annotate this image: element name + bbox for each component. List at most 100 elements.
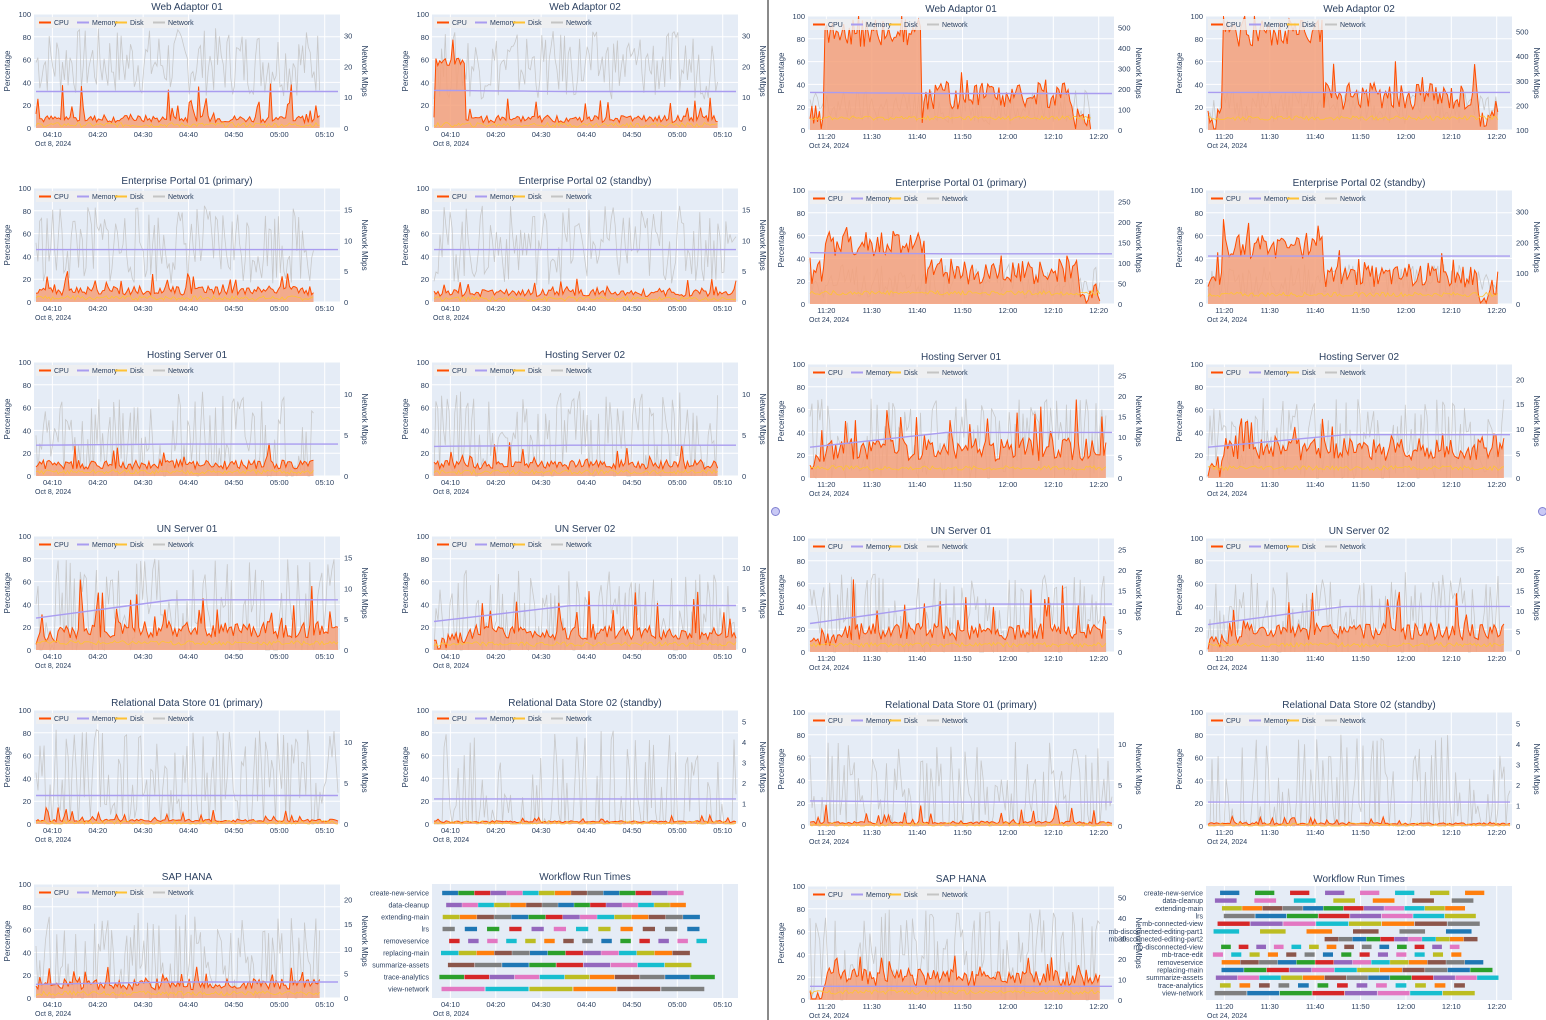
right-tick-label: 15 bbox=[742, 206, 750, 215]
workflow-run-bar bbox=[1244, 967, 1267, 973]
right-tick-label: 200 bbox=[1118, 218, 1131, 227]
y-tick-label: 40 bbox=[1195, 602, 1203, 611]
workflow-run-bar bbox=[1360, 890, 1380, 896]
workflow-run-bar bbox=[1412, 898, 1434, 903]
cpu-area bbox=[810, 804, 1112, 826]
workflow-run-bar bbox=[478, 902, 494, 908]
x-tick-label: 04:40 bbox=[179, 304, 198, 313]
y2-axis-label: Network Mbps bbox=[360, 915, 369, 966]
disk-series bbox=[35, 640, 339, 646]
disk-series bbox=[433, 641, 737, 647]
y-tick-label: 100 bbox=[18, 706, 31, 715]
legend-label: Network bbox=[566, 20, 592, 27]
chart-title: Hosting Server 02 bbox=[1319, 352, 1399, 363]
workflow-run-bar bbox=[539, 974, 565, 980]
x-tick-label: 04:30 bbox=[134, 478, 153, 487]
right-tick-label: 5 bbox=[1516, 719, 1520, 728]
workflow-run-bar bbox=[529, 962, 556, 968]
date-label: Oct 24, 2024 bbox=[1207, 317, 1247, 324]
date-label: Oct 8, 2024 bbox=[433, 663, 469, 670]
y-tick-label: 20 bbox=[421, 797, 429, 806]
workflow-run-bar bbox=[601, 950, 619, 956]
workflow-run-bar bbox=[635, 890, 652, 896]
workflow-run-bar bbox=[1348, 921, 1382, 926]
right-tick-label: 20 bbox=[1118, 955, 1126, 964]
y-tick-label: 20 bbox=[797, 799, 805, 808]
legend-label: Memory bbox=[490, 20, 516, 27]
workflow-run-bar bbox=[1408, 936, 1422, 942]
workflow-run-bar bbox=[502, 962, 529, 968]
x-tick-label: 11:50 bbox=[1351, 480, 1369, 489]
workflow-run-bar bbox=[1394, 936, 1408, 942]
chart-legend: CPU Memory Disk Network bbox=[36, 17, 194, 28]
right-tick-label: 500 bbox=[1118, 23, 1131, 32]
workflow-run-bar bbox=[1359, 952, 1370, 957]
x-tick-label: 12:10 bbox=[1442, 828, 1461, 837]
x-tick-label: 12:00 bbox=[1397, 480, 1416, 489]
network-series bbox=[35, 729, 339, 825]
y-tick-label: 100 bbox=[792, 12, 805, 21]
workflow-row-label: summarize-assets bbox=[372, 963, 429, 970]
y-tick-label: 60 bbox=[421, 752, 429, 761]
legend-label: Disk bbox=[904, 370, 918, 377]
x-tick-label: 12:00 bbox=[1397, 132, 1416, 141]
right-tick-label: 30 bbox=[1118, 934, 1126, 943]
legend-label: Memory bbox=[866, 196, 892, 203]
y-tick-label: 20 bbox=[797, 625, 805, 634]
right-tick-label: 150 bbox=[1118, 238, 1131, 247]
workflow-run-bar bbox=[1213, 929, 1240, 934]
legend-label: CPU bbox=[452, 368, 467, 375]
x-tick-label: 05:00 bbox=[270, 1000, 289, 1009]
x-tick-label: 04:40 bbox=[577, 304, 596, 313]
workflow-row-label: removeservice bbox=[1157, 960, 1203, 967]
y-tick-label: 80 bbox=[797, 731, 805, 740]
chart-legend: CPU Memory Disk Network bbox=[36, 191, 194, 202]
chart-title: Hosting Server 01 bbox=[921, 352, 1001, 363]
x-tick-label: 11:50 bbox=[953, 1002, 971, 1011]
workflow-row-label: mb-connected-view bbox=[1142, 921, 1204, 928]
legend-label: Network bbox=[168, 716, 194, 723]
y-tick-label: 0 bbox=[27, 298, 31, 307]
cpu-series bbox=[1207, 219, 1499, 305]
workflow-run-bar bbox=[442, 926, 455, 932]
right-tick-label: 5 bbox=[1118, 453, 1122, 462]
y2-axis-label: Network Mbps bbox=[360, 741, 369, 792]
workflow-run-bar bbox=[683, 914, 700, 920]
legend-label: CPU bbox=[1226, 370, 1241, 377]
right-tick-label: 10 bbox=[742, 236, 750, 245]
workflow-run-bar bbox=[506, 890, 523, 896]
x-tick-label: 04:20 bbox=[88, 304, 107, 313]
y-tick-label: 0 bbox=[425, 820, 429, 829]
y-tick-label: 40 bbox=[797, 254, 805, 263]
workflow-run-bar bbox=[458, 890, 475, 896]
y-tick-label: 80 bbox=[1195, 209, 1203, 218]
workflow-run-bar bbox=[468, 938, 479, 944]
resize-handle-icon[interactable] bbox=[1538, 507, 1546, 516]
y2-axis-label: Network Mbps bbox=[758, 219, 767, 270]
workflow-run-bar bbox=[522, 890, 539, 896]
x-tick-label: 12:20 bbox=[1089, 654, 1108, 663]
cpu-area bbox=[434, 39, 718, 129]
x-tick-label: 04:30 bbox=[532, 1000, 551, 1009]
right-tick-label: 5 bbox=[344, 267, 348, 276]
workflow-run-bar bbox=[639, 938, 650, 944]
y-tick-label: 60 bbox=[1195, 754, 1203, 763]
resize-handle-icon[interactable] bbox=[771, 507, 780, 516]
legend-label: CPU bbox=[828, 22, 843, 29]
right-tick-label: 10 bbox=[1118, 975, 1126, 984]
workflow-run-bar bbox=[1377, 952, 1389, 957]
x-tick-label: 04:50 bbox=[225, 1000, 244, 1009]
workflow-run-bar bbox=[1304, 952, 1315, 957]
y-axis-label: Percentage bbox=[777, 52, 786, 93]
workflow-run-bar bbox=[1247, 990, 1280, 996]
y-tick-label: 40 bbox=[23, 600, 31, 609]
date-label: Oct 8, 2024 bbox=[433, 837, 469, 844]
disk-series bbox=[1207, 465, 1504, 472]
workflow-run-bar bbox=[583, 962, 611, 968]
y-tick-label: 0 bbox=[801, 822, 805, 831]
workflow-run-bar bbox=[1303, 906, 1323, 911]
